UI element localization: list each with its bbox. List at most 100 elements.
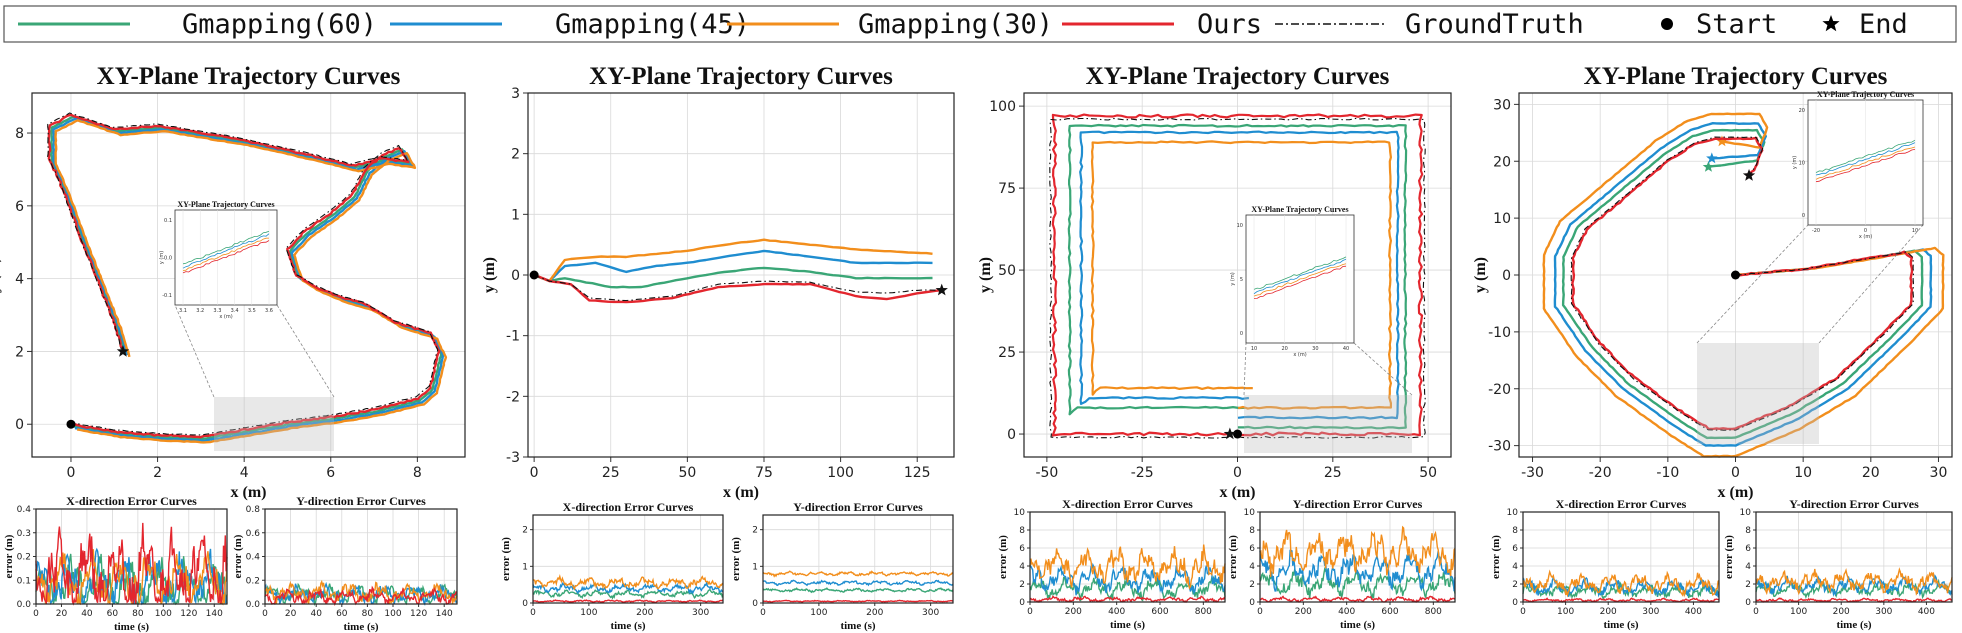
plot-frame [1259,511,1456,603]
series-ours [1571,136,1914,431]
error-series-ours [1029,595,1226,604]
y-axis-label: error (m) [997,535,1009,579]
plot-frame [1522,511,1720,603]
zoom-region [1244,395,1412,453]
inset-series [1815,146,1916,180]
y-tick-label: 2 [1019,580,1025,590]
end-marker [1742,168,1756,181]
y-tick-label: 10 [1507,508,1519,518]
x-tick-label: 4 [240,465,249,481]
chart-title: XY-Plane Trajectory Curves [1086,63,1390,90]
y-axis-label: error (m) [1227,535,1239,579]
y-tick-label: 1 [511,207,520,223]
inset-x-label: x (m) [219,314,232,320]
x-tick-label: 300 [692,608,709,618]
x-tick-label: 300 [1642,607,1659,617]
inset-y-tick: 20 [1799,108,1805,114]
x-tick-label: 200 [1600,607,1617,617]
legend-label: Ours [1197,9,1262,40]
legend-item-ours: Ours [1062,9,1262,40]
series-gmapping-45- [1553,121,1933,447]
error-chart: 0 100 200 300 0 1 2 X-direction Error Curves tim… [500,500,724,632]
x-tick-label: 40 [81,609,93,619]
inset-series [1815,139,1916,173]
inset-y-tick: 0 [1802,213,1805,219]
y-tick-label: 8 [1249,526,1255,536]
grid: -30 -20 -10 0 10 20 30 -30 -20 -10 0 10 20 30 [1488,93,1952,481]
inset-title: XY-Plane Trajectory Curves [177,200,274,209]
zoom-connector [1696,224,1809,344]
error-series-gmapping-30- [1755,567,1953,596]
error-chart: 0 200 400 600 800 0 2 4 6 8 10 Y-direction Error Cu… [1227,497,1456,631]
x-tick-label: 100 [1557,607,1574,617]
x-tick-label: 100 [155,609,172,619]
x-tick-label: 300 [1875,607,1892,617]
x-tick-label: 40 [310,609,322,619]
series-end-marker [1706,152,1718,164]
zoom-connector [174,304,215,398]
y-tick-label: 0 [15,417,24,433]
inset-x-tick: 3.5 [248,308,256,314]
y-tick-label: -30 [1488,439,1511,455]
legend-label: Gmapping(30) [858,9,1053,40]
x-tick-label: 10 [1794,465,1812,481]
chart-title: X-direction Error Curves [1556,497,1687,511]
y-tick-label: 2 [1249,580,1255,590]
inset-series [1253,256,1347,290]
y-tick-label: 10 [1014,508,1026,518]
legend-label: End [1859,9,1908,40]
x-tick-label: 0 [33,609,39,619]
x-tick-label: 20 [285,609,297,619]
y-tick-label: 10 [1244,508,1256,518]
y-tick-label: 30 [1493,97,1511,113]
x-tick-label: 0 [1731,465,1740,481]
x-tick-label: 80 [362,609,374,619]
inset-series [182,233,270,269]
y-axis-label: error (m) [1490,535,1502,579]
x-tick-label: -50 [1035,465,1058,481]
y-tick-label: 50 [998,263,1016,279]
y-tick-label: 0.0 [17,600,32,610]
y-tick-label: 0 [752,599,758,609]
plot-frame [1755,511,1953,603]
y-tick-label: 2 [752,526,758,536]
series-ours [1051,113,1424,437]
y-tick-label: 2 [522,526,528,536]
inset-y-tick: 10 [1237,223,1243,229]
y-tick-label: 1 [752,562,758,572]
error-series-gmapping-30- [532,574,724,591]
legend-item-start: Start [1661,9,1777,40]
x-tick-label: 0 [262,609,268,619]
x-tick-label: 600 [1151,607,1168,617]
y-tick-label: 0.3 [17,529,31,539]
y-tick-label: 0.2 [246,576,260,586]
x-tick-label: 200 [1295,607,1312,617]
x-tick-label: 100 [827,465,854,481]
x-tick-label: 60 [336,609,348,619]
x-tick-label: 800 [1425,607,1442,617]
x-tick-label: 0 [1027,607,1033,617]
x-tick-label: 400 [1918,607,1935,617]
inset-title: XY-Plane Trajectory Curves [1251,205,1348,214]
y-tick-label: 0 [522,599,528,609]
x-axis-label: time (s) [1110,619,1145,631]
legend-item-gmapping-30-: Gmapping(30) [727,9,1053,40]
y-tick-label: 10 [1493,211,1511,227]
legend-item-end: End [1822,9,1908,40]
error-series-gmapping-30- [1522,569,1720,598]
x-tick-label: -25 [1131,465,1154,481]
inset-x-tick: 3.6 [265,308,273,314]
y-tick-label: -1 [506,329,520,345]
start-marker [1731,270,1740,280]
x-tick-label: 20 [56,609,68,619]
x-tick-label: 140 [206,609,223,619]
x-tick-label: -20 [1589,465,1612,481]
inset-series [1815,142,1916,176]
y-tick-label: 6 [1512,544,1518,554]
x-tick-label: 0 [1233,465,1242,481]
y-tick-label: 6 [1745,544,1751,554]
y-tick-label: -2 [506,389,520,405]
inset-y-tick: 10 [1799,161,1805,167]
